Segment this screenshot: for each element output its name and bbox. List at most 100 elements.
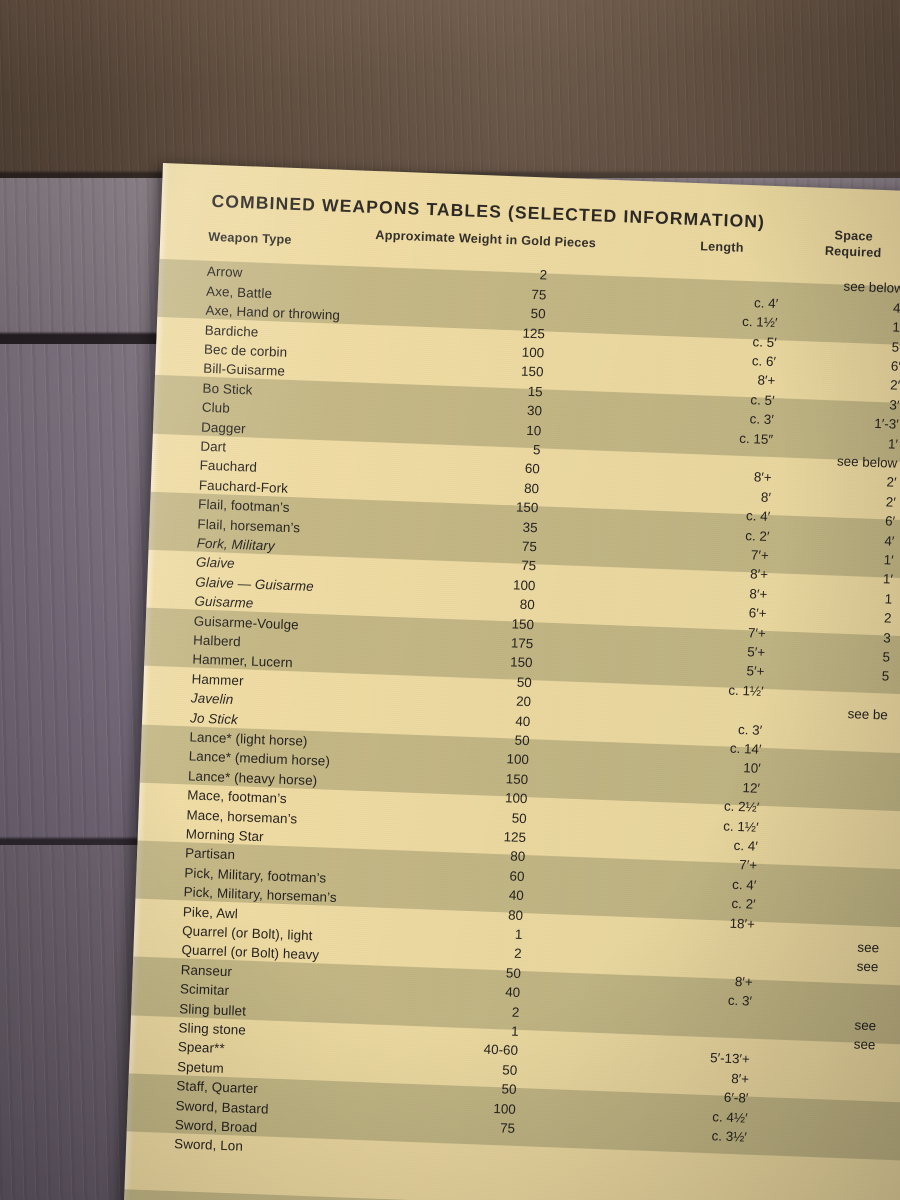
- cell-space-required: see be: [847, 706, 889, 723]
- cell-length: c. 2′: [745, 527, 770, 544]
- cell-length: 8′+: [731, 1070, 750, 1087]
- cell-weapon-type: Pike, Awl: [182, 903, 239, 921]
- cell-space-required: 6′: [884, 513, 896, 529]
- cell-length: 8′+: [749, 586, 768, 602]
- cell-weight: 75: [520, 558, 537, 574]
- cell-length: c. 1½′: [722, 818, 759, 835]
- cell-weight: 100: [504, 790, 528, 807]
- weapons-table-body: Arrow 2 see below Axe, Battle 75 c. 4′ 4′ Axe, …: [122, 258, 900, 1200]
- cell-weight: 2: [511, 1004, 520, 1020]
- cell-weapon-type: Morning Star: [185, 826, 264, 845]
- cell-space-required: see below: [843, 279, 900, 297]
- cell-space-required: 2′: [886, 474, 897, 491]
- cell-length: [659, 272, 779, 277]
- column-header-weight: Approximate Weight in Gold Pieces: [375, 228, 597, 251]
- cell-weight: 35: [522, 519, 538, 535]
- cell-weight: 100: [512, 577, 536, 594]
- cell-weapon-type: Sling stone: [178, 1020, 247, 1038]
- cell-length: 12′: [742, 779, 761, 796]
- cell-weapon-type: Sling bullet: [179, 1000, 247, 1019]
- cell-weight: 60: [524, 461, 541, 477]
- column-header-space-required: Space Required: [808, 227, 899, 262]
- cell-weight: 2: [539, 267, 548, 283]
- cell-length: c. 4½′: [712, 1108, 748, 1126]
- cell-length: c. 5′: [750, 392, 775, 408]
- cell-weight: 150: [509, 654, 533, 671]
- cell-space-required: see below: [836, 453, 898, 471]
- cell-space-required: 1: [884, 591, 893, 607]
- cell-weight: 2: [513, 946, 522, 962]
- cell-length: c. 2′: [731, 896, 756, 912]
- cell-weight: 150: [515, 499, 539, 516]
- cell-weapon-type: Spetum: [176, 1058, 225, 1076]
- cell-length: c. 4′: [733, 837, 759, 854]
- cell-weight: 80: [519, 596, 535, 613]
- cell-weight: 150: [511, 616, 535, 632]
- cell-weight: 40-60: [483, 1042, 519, 1059]
- cell-length: 6′+: [748, 605, 767, 622]
- cell-length: 7′+: [750, 547, 769, 563]
- cell-length: c. 5′: [752, 333, 777, 350]
- cell-length: c. 6′: [751, 353, 777, 370]
- cell-weight: 125: [522, 325, 546, 342]
- cell-weapon-type: Dagger: [200, 419, 246, 436]
- cell-space-required: 3′: [889, 397, 900, 413]
- cell-length: 7′+: [739, 857, 758, 874]
- column-header-space-line2: Required: [824, 243, 882, 260]
- cell-weapon-type: Staff, Quarter: [176, 1078, 259, 1097]
- column-header-length: Length: [699, 239, 744, 255]
- cell-length: c. 2½′: [723, 798, 760, 816]
- cell-weight: 1: [510, 1023, 519, 1039]
- cell-weight: 5: [532, 442, 541, 458]
- cell-space-required: 5′: [891, 339, 900, 355]
- cell-space-required: 5: [882, 649, 891, 665]
- cell-weapon-type: Arrow: [206, 264, 243, 281]
- column-header-weapon-type: Weapon Type: [208, 229, 292, 247]
- cell-weight: 50: [511, 810, 527, 826]
- cell-weapon-type: Bec de corbin: [203, 341, 288, 360]
- cell-weight: 100: [506, 751, 530, 768]
- cell-weapon-type: Bo Stick: [202, 380, 253, 398]
- cell-space-required: 2′: [889, 377, 900, 394]
- cell-weight: 40: [508, 887, 525, 904]
- cell-weight: 10: [526, 422, 542, 438]
- cell-weapon-type: Club: [201, 399, 231, 416]
- cell-weapon-type: Fauchard: [199, 457, 258, 476]
- cell-space-required: 1′: [882, 571, 894, 588]
- cell-length: 5′+: [746, 663, 765, 680]
- cell-space-required: 1′: [883, 552, 894, 568]
- cell-length: 5′-13′+: [709, 1050, 751, 1068]
- cell-weapon-type: Spear**: [177, 1039, 225, 1057]
- cell-length: 8′+: [753, 469, 772, 486]
- cell-length: 5′+: [747, 644, 766, 660]
- cell-weight: 20: [515, 693, 532, 710]
- cell-weapon-type: Glaive: [195, 554, 235, 572]
- cell-weapon-type: Jo Stick: [189, 709, 239, 727]
- cell-length: c. 3′: [749, 411, 775, 428]
- cell-weapon-type: Scimitar: [179, 981, 230, 999]
- cell-weapon-type: Fork, Military: [196, 535, 276, 554]
- cell-space-required: 5: [881, 668, 890, 685]
- cell-weapon-type: Hammer: [191, 671, 244, 689]
- cell-length: 8′+: [757, 372, 776, 389]
- cell-length: c. 14′: [729, 740, 762, 757]
- cell-weight: 125: [503, 829, 527, 846]
- cell-space-required: 3: [882, 629, 891, 646]
- cell-weight: 50: [516, 674, 533, 690]
- cell-weapon-type: Axe, Battle: [205, 283, 273, 301]
- cell-space-required: 4′: [884, 532, 895, 549]
- cell-length: c. 3′: [737, 721, 763, 738]
- cell-space-required: see: [857, 939, 880, 956]
- cell-space-required: 1′: [892, 319, 900, 336]
- cell-space-required: 1′: [887, 435, 899, 452]
- cell-weight: 15: [527, 383, 543, 400]
- cell-length: 8′+: [749, 566, 769, 583]
- cell-length: c. 1½′: [728, 682, 764, 699]
- cell-weight: 50: [514, 732, 530, 749]
- cell-space-required: 6′: [890, 358, 900, 374]
- cell-weight: 150: [520, 363, 544, 380]
- cell-weight: 100: [493, 1100, 517, 1117]
- cell-weight: 80: [523, 480, 540, 497]
- cell-length: 8′+: [734, 973, 753, 990]
